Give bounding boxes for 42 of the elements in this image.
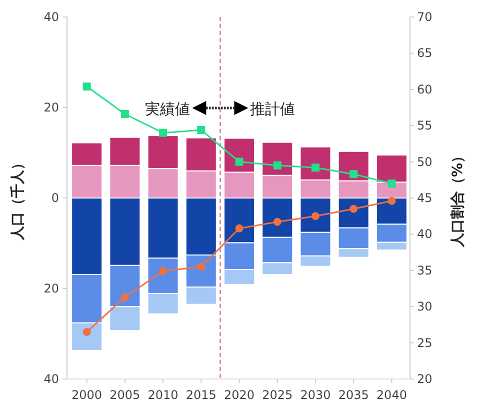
x-tick-label: 2000 (72, 388, 102, 402)
point (120, 293, 129, 302)
y2-tick-label: 20 (417, 372, 432, 386)
y2-tick-label: 30 (417, 300, 432, 314)
annotation: 推計値 (250, 100, 296, 118)
x-tick-label: 2030 (300, 388, 331, 402)
x-tick-label: 2015 (186, 388, 216, 402)
point (273, 218, 282, 226)
y-tick-label: 40 (44, 372, 59, 386)
y2-tick-label: 35 (417, 263, 432, 278)
y-tick-label: 40 (44, 10, 59, 24)
point (273, 161, 282, 170)
x-tick-label: 2020 (224, 388, 255, 402)
y2-tick-label: 45 (417, 191, 432, 205)
x-tick-label: 2025 (262, 388, 293, 402)
y-tick-label: 20 (44, 100, 59, 114)
y2-tick-label: 55 (417, 118, 432, 133)
y-tick-label: 20 (44, 282, 59, 296)
point (388, 196, 396, 205)
point (159, 128, 168, 137)
y-axis-title: 人口（千人） (9, 156, 26, 241)
y2-axis-title: 人口割合（%） (449, 148, 466, 248)
y2-tick-label: 60 (417, 82, 432, 96)
y2-tick-label: 50 (417, 154, 432, 169)
point (120, 110, 129, 118)
x-tick-label: 2040 (376, 388, 407, 402)
y2-tick-label: 65 (417, 46, 432, 60)
y-tick-label: 0 (51, 191, 59, 205)
x-tick-label: 2005 (110, 388, 140, 402)
point (197, 126, 206, 134)
x-tick-label: 2035 (338, 388, 369, 402)
point (159, 267, 168, 276)
point (235, 224, 244, 232)
point (388, 180, 396, 188)
y2-tick-label: 70 (417, 10, 432, 24)
point (350, 170, 358, 178)
annotation: 実績値 (145, 100, 190, 118)
point (82, 82, 91, 91)
y2-tick-label: 40 (417, 227, 432, 242)
point (235, 158, 244, 166)
x-tick-label: 2010 (148, 388, 178, 402)
y2-tick-label: 25 (417, 336, 432, 350)
